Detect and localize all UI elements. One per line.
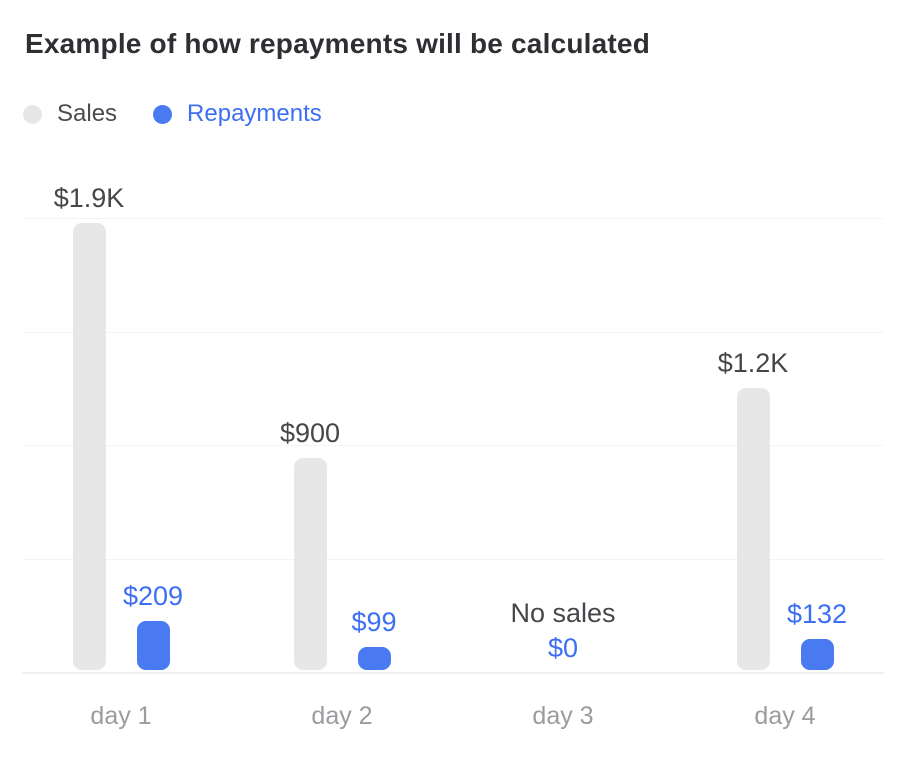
- repayments-value-label: $132: [786, 599, 848, 629]
- no-sales-label: No sales: [510, 598, 616, 628]
- legend-label-repayments: Repayments: [187, 100, 322, 127]
- zero-repayment-label: $0: [547, 633, 579, 663]
- category-label: day 4: [754, 702, 816, 730]
- sales-value-label: $900: [279, 418, 341, 448]
- sales-legend-dot-icon: [23, 104, 42, 124]
- gridline: [22, 558, 884, 560]
- repayments-legend-dot-icon: [153, 104, 173, 124]
- legend-item-sales: Sales: [23, 100, 117, 128]
- chart-title: Example of how repayments will be calcul…: [25, 28, 650, 59]
- repayments-bar: [357, 647, 391, 670]
- repayments-bar: [136, 621, 170, 670]
- legend: Sales Repayments: [23, 100, 322, 128]
- sales-bar: [72, 223, 106, 670]
- gridline: [22, 331, 884, 333]
- repayments-value-label: $99: [351, 607, 397, 637]
- category-label: day 2: [311, 702, 373, 730]
- sales-value-label: $1.9K: [53, 183, 125, 213]
- gridline: [22, 218, 884, 219]
- repayments-bar: [800, 639, 834, 670]
- repayments-value-label: $209: [122, 581, 184, 611]
- sales-bar: [293, 458, 327, 670]
- legend-label-sales: Sales: [57, 100, 118, 127]
- x-axis-line: [22, 672, 884, 674]
- category-label: day 1: [90, 702, 152, 730]
- category-label: day 3: [532, 702, 594, 730]
- gridline: [22, 445, 884, 446]
- legend-item-repayments: Repayments: [153, 100, 322, 128]
- sales-value-label: $1.2K: [717, 348, 789, 378]
- sales-bar: [736, 388, 770, 670]
